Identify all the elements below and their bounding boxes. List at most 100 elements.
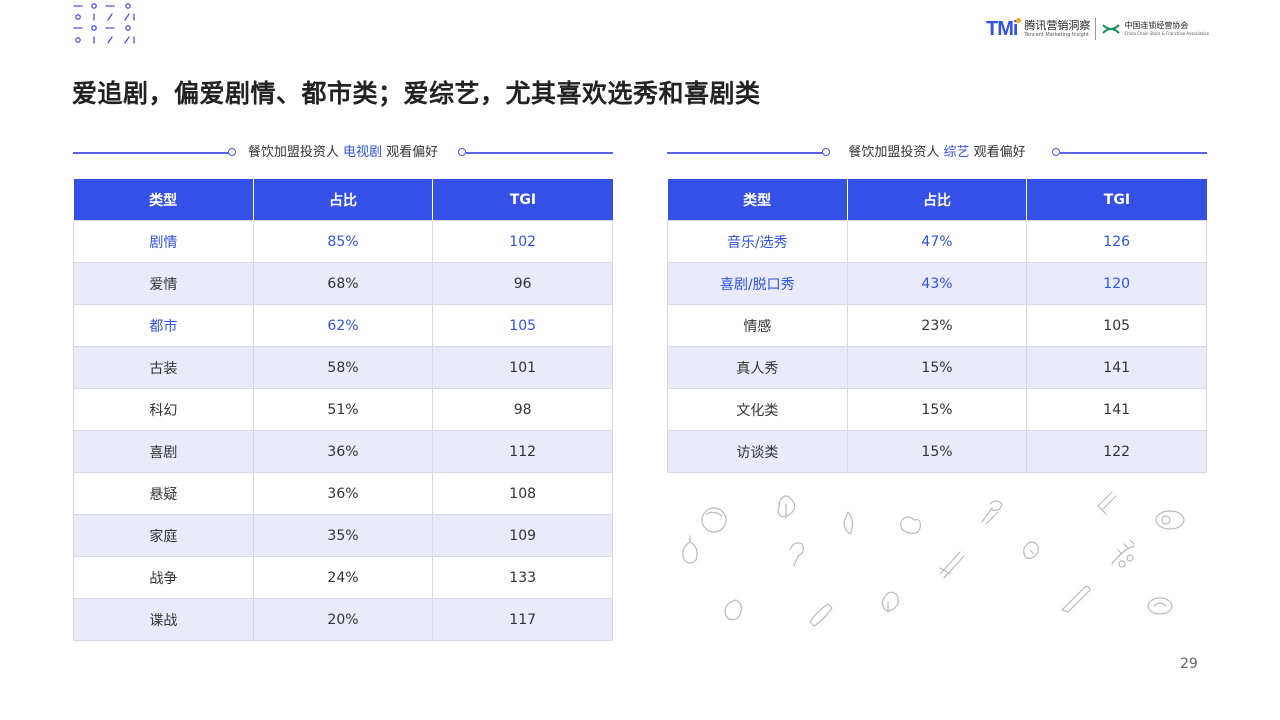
table-header-row: 类型 占比 TGI bbox=[73, 179, 613, 221]
cell-share: 15% bbox=[846, 388, 1028, 431]
cell-type: 爱情 bbox=[73, 262, 254, 305]
tmi-logo-cn: 腾讯营销洞察 bbox=[1024, 19, 1091, 32]
cell-tgi: 126 bbox=[1026, 220, 1207, 263]
tmi-logo-en: Tencent Marketing Insight bbox=[1024, 32, 1089, 38]
label-suffix: 观看偏好 bbox=[973, 145, 1026, 160]
table-row: 战争 24% 133 bbox=[73, 556, 613, 599]
cell-type: 访谈类 bbox=[667, 430, 848, 473]
header-line-right bbox=[466, 152, 613, 154]
header-line-left bbox=[667, 152, 824, 154]
cell-share: 47% bbox=[846, 220, 1028, 263]
cell-share: 36% bbox=[252, 430, 434, 473]
tmi-logo: TMi bbox=[986, 17, 1022, 41]
cell-share: 51% bbox=[252, 388, 434, 431]
cell-type: 科幻 bbox=[73, 388, 254, 431]
tmi-logo-dot bbox=[1016, 18, 1022, 23]
cell-type: 喜剧/脱口秀 bbox=[667, 262, 848, 305]
logo-divider bbox=[1095, 18, 1097, 40]
cell-type: 音乐/选秀 bbox=[667, 220, 848, 263]
tv-section-label: 餐饮加盟投资人 电视剧 观看偏好 bbox=[73, 140, 613, 166]
cell-tgi: 108 bbox=[432, 472, 613, 515]
table-row: 谍战 20% 117 bbox=[73, 598, 613, 641]
table-row: 剧情 85% 102 bbox=[73, 220, 613, 263]
table-row: 真人秀 15% 141 bbox=[667, 346, 1207, 389]
cell-tgi: 102 bbox=[432, 220, 613, 263]
ccfa-logo-en: China Chain Store & Franchise Associatio… bbox=[1124, 31, 1210, 36]
corner-pattern-decoration bbox=[73, 3, 135, 44]
header-dot-right bbox=[458, 148, 466, 156]
variety-section-label: 餐饮加盟投资人 综艺 观看偏好 bbox=[667, 140, 1207, 166]
variety-preference-table: 类型 占比 TGI 音乐/选秀 47% 126 喜剧/脱口秀 43% 120 情感 23% 10… bbox=[667, 179, 1207, 473]
cell-share: 68% bbox=[252, 262, 434, 305]
cell-type: 喜剧 bbox=[73, 430, 254, 473]
label-suffix: 观看偏好 bbox=[386, 145, 439, 160]
table-row: 悬疑 36% 108 bbox=[73, 472, 613, 515]
variety-section-header: 餐饮加盟投资人 综艺 观看偏好 bbox=[667, 140, 1207, 166]
cell-share: 24% bbox=[252, 556, 434, 599]
page-title: 爱追剧，偏爱剧情、都市类；爱综艺，尤其喜欢选秀和喜剧类 bbox=[72, 79, 761, 108]
page-number: 29 bbox=[1180, 656, 1198, 672]
cell-type: 家庭 bbox=[73, 514, 254, 557]
cell-share: 62% bbox=[252, 304, 434, 347]
col-header-tgi: TGI bbox=[432, 179, 613, 221]
cell-tgi: 96 bbox=[432, 262, 613, 305]
tmi-logo-mark: TMi bbox=[986, 18, 1018, 40]
cell-type: 文化类 bbox=[667, 388, 848, 431]
table-row: 喜剧/脱口秀 43% 120 bbox=[667, 262, 1207, 305]
cell-share: 85% bbox=[252, 220, 434, 263]
food-illustration-decoration bbox=[682, 491, 1185, 627]
label-prefix: 餐饮加盟投资人 bbox=[848, 145, 940, 160]
header-line-right bbox=[1060, 152, 1207, 154]
cell-tgi: 105 bbox=[432, 304, 613, 347]
table-row: 情感 23% 105 bbox=[667, 304, 1207, 347]
cell-share: 23% bbox=[846, 304, 1028, 347]
label-highlight: 电视剧 bbox=[342, 145, 382, 160]
ccfa-logo-icon bbox=[1102, 24, 1121, 34]
cell-tgi: 141 bbox=[1026, 388, 1207, 431]
tv-preference-table: 类型 占比 TGI 剧情 85% 102 爱情 68% 96 都市 62% 105 古装 58% 10… bbox=[73, 179, 613, 641]
cell-type: 情感 bbox=[667, 304, 848, 347]
tv-drama-section: 餐饮加盟投资人 电视剧 观看偏好 类型 占比 TGI 剧情 85% 102 爱情 68%… bbox=[73, 140, 613, 641]
table-row: 喜剧 36% 112 bbox=[73, 430, 613, 473]
cell-tgi: 141 bbox=[1026, 346, 1207, 389]
cell-type: 古装 bbox=[73, 346, 254, 389]
cell-share: 36% bbox=[252, 472, 434, 515]
cell-share: 20% bbox=[252, 598, 434, 641]
table-row: 家庭 35% 109 bbox=[73, 514, 613, 557]
table-row: 爱情 68% 96 bbox=[73, 262, 613, 305]
table-header-row: 类型 占比 TGI bbox=[667, 179, 1207, 221]
table-row: 都市 62% 105 bbox=[73, 304, 613, 347]
cell-tgi: 112 bbox=[432, 430, 613, 473]
table-row: 音乐/选秀 47% 126 bbox=[667, 220, 1207, 263]
cell-tgi: 101 bbox=[432, 346, 613, 389]
cell-share: 15% bbox=[846, 430, 1028, 473]
cell-type: 谍战 bbox=[73, 598, 254, 641]
header-dot-left bbox=[228, 148, 236, 156]
brand-logos: TMi 腾讯营销洞察 Tencent Marketing Insight 中国连… bbox=[986, 17, 1209, 41]
col-header-share: 占比 bbox=[252, 179, 433, 221]
label-prefix: 餐饮加盟投资人 bbox=[247, 145, 339, 160]
cell-type: 战争 bbox=[73, 556, 254, 599]
cell-type: 真人秀 bbox=[667, 346, 848, 389]
cell-share: 43% bbox=[846, 262, 1028, 305]
header-line-left bbox=[73, 152, 230, 154]
ccfa-logo-cn: 中国连锁经营协会 bbox=[1124, 21, 1189, 30]
cell-tgi: 109 bbox=[432, 514, 613, 557]
cell-type: 都市 bbox=[73, 304, 254, 347]
variety-section: 餐饮加盟投资人 综艺 观看偏好 类型 占比 TGI 音乐/选秀 47% 126 喜剧/… bbox=[667, 140, 1207, 473]
col-header-share: 占比 bbox=[846, 179, 1027, 221]
header-dot-right bbox=[1052, 148, 1060, 156]
header-dot-left bbox=[822, 148, 830, 156]
table-row: 文化类 15% 141 bbox=[667, 388, 1207, 431]
cell-tgi: 120 bbox=[1026, 262, 1207, 305]
col-header-tgi: TGI bbox=[1026, 179, 1207, 221]
cell-tgi: 105 bbox=[1026, 304, 1207, 347]
cell-tgi: 122 bbox=[1026, 430, 1207, 473]
cell-type: 悬疑 bbox=[73, 472, 254, 515]
cell-tgi: 98 bbox=[432, 388, 613, 431]
cell-share: 15% bbox=[846, 346, 1028, 389]
cell-share: 58% bbox=[252, 346, 434, 389]
col-header-type: 类型 bbox=[667, 179, 848, 221]
cell-tgi: 117 bbox=[432, 598, 613, 641]
table-row: 古装 58% 101 bbox=[73, 346, 613, 389]
